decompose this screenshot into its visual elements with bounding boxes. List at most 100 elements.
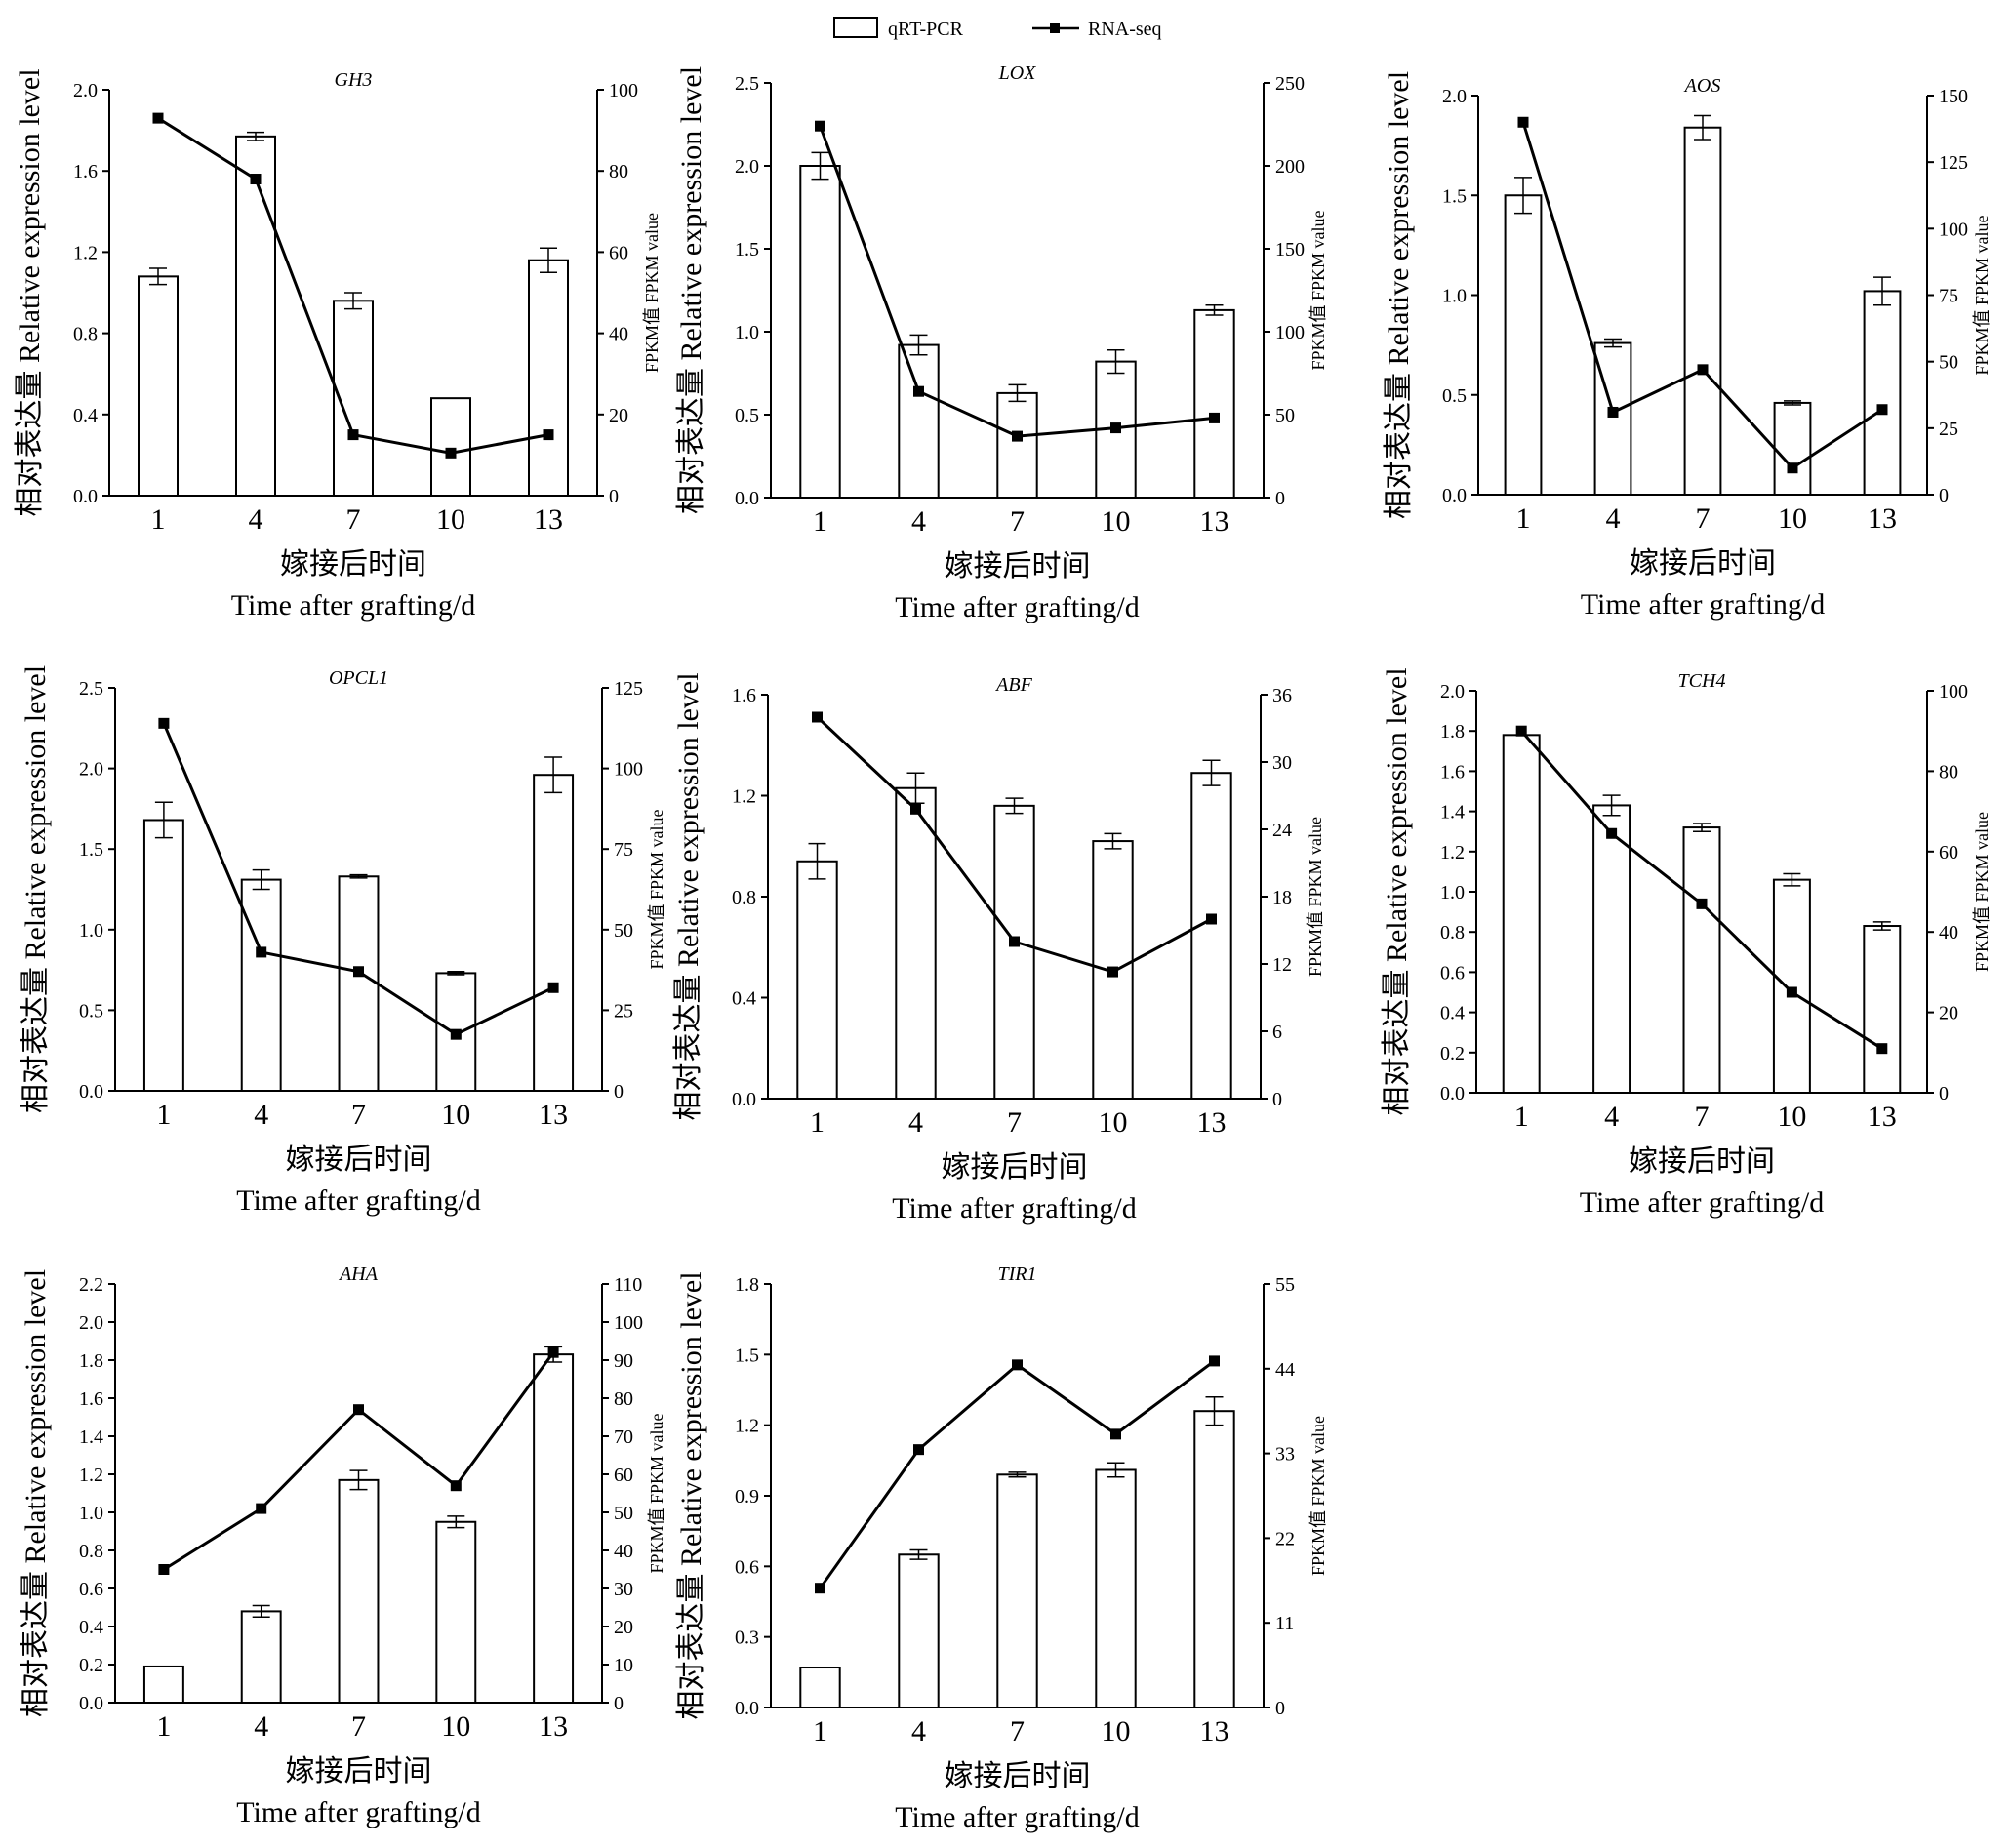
bar — [1682, 826, 1721, 1095]
y-tick-label-right: 75 — [1939, 286, 1958, 307]
line-point — [913, 1444, 924, 1456]
y-tick-label-right: 24 — [1272, 820, 1292, 841]
bar — [993, 804, 1035, 1100]
line-point — [815, 120, 825, 132]
x-tick-label: 4 — [1606, 502, 1621, 535]
y-tick-label-right: 6 — [1272, 1022, 1282, 1043]
x-tick-label: 10 — [441, 1099, 470, 1131]
y-tick-label-right: 100 — [1939, 219, 1968, 240]
line-point — [158, 1564, 170, 1575]
line-point — [450, 1028, 462, 1040]
chart-title: LOX — [998, 62, 1037, 84]
y-axis-label-right: FPKM值 FPKM value — [1308, 210, 1328, 370]
chart-title: AOS — [1683, 75, 1721, 97]
y-axis-label-right-en: FPKM value — [1306, 817, 1325, 907]
y-axis-label-right: FPKM值 FPKM value — [642, 213, 662, 373]
x-tick-label: 13 — [539, 1099, 568, 1131]
y-tick-label-left: 1.4 — [1440, 802, 1465, 824]
y-axis-label-right-en: FPKM value — [647, 1413, 666, 1504]
y-axis-label-left: 相对表达量 Relative expression level — [20, 1269, 52, 1717]
bar — [240, 878, 282, 1093]
y-tick-label-left: 0.4 — [73, 405, 98, 426]
x-axis-label-en: Time after grafting/d — [1581, 588, 1826, 621]
bar — [1095, 1468, 1137, 1708]
y-axis-label-left-cn: 相对表达量 — [675, 361, 707, 515]
bar — [1502, 734, 1541, 1094]
y-tick-label-left: 1.2 — [73, 242, 98, 263]
bar — [435, 1520, 477, 1704]
y-axis-label-right-cn: FPKM值 — [1308, 301, 1328, 371]
x-axis-label-cn: 嫁接后时间 — [945, 1760, 1091, 1792]
y-axis-label-left: 相对表达量 Relative expression level — [1381, 667, 1413, 1115]
y-tick-label-left: 1.5 — [1442, 185, 1467, 207]
y-tick-label-right: 100 — [1939, 681, 1968, 703]
y-tick-label-left: 1.2 — [79, 1465, 103, 1486]
y-axis-label-left-cn: 相对表达量 — [672, 967, 705, 1121]
x-tick-label: 4 — [911, 505, 926, 538]
x-tick-label: 4 — [254, 1099, 268, 1131]
y-tick-label-right: 40 — [1939, 922, 1958, 944]
y-tick-label-left: 0.0 — [79, 1081, 103, 1103]
chart-title: TCH4 — [1678, 670, 1726, 692]
y-tick-label-left: 1.4 — [79, 1426, 103, 1448]
y-tick-label-right: 100 — [609, 80, 638, 101]
y-axis-label-left: 相对表达量 Relative expression level — [20, 665, 52, 1113]
line-point — [1876, 1043, 1888, 1055]
y-tick-label-left: 1.8 — [735, 1274, 759, 1296]
y-tick-label-right: 125 — [1939, 152, 1968, 174]
chart-panel-opcl1: 0.0 0.5 1.0 1.5 2.0 2.5 0 25 50 75 100 125 1 4 7 10 13 OP… — [20, 665, 666, 1217]
y-axis-label-left-cn: 相对表达量 — [20, 1564, 52, 1718]
y-tick-label-right: 30 — [614, 1579, 633, 1600]
y-axis-label-left-en: Relative expression level — [672, 672, 705, 967]
line-point — [1107, 966, 1118, 978]
line-point — [1696, 898, 1708, 909]
y-tick-label-right: 30 — [1272, 752, 1292, 774]
y-tick-label-right: 0 — [1275, 1698, 1285, 1719]
bar — [1683, 126, 1722, 496]
legend: qRT-PCR RNA-seq — [833, 17, 1162, 40]
line-point — [158, 717, 170, 729]
x-tick-label: 7 — [1695, 1101, 1710, 1133]
y-tick-label-left: 1.0 — [79, 920, 103, 942]
chart-title: OPCL1 — [329, 667, 388, 689]
line-point — [1206, 913, 1217, 925]
x-tick-label: 7 — [351, 1099, 366, 1131]
y-tick-label-right: 150 — [1939, 86, 1968, 107]
y-tick-label-left: 0.4 — [732, 988, 756, 1010]
y-axis-label-left-en: Relative expression level — [1381, 667, 1413, 962]
y-tick-label-right: 125 — [614, 678, 643, 700]
bar — [796, 860, 838, 1101]
y-tick-label-left: 0.0 — [1440, 1083, 1465, 1105]
x-tick-label: 13 — [1200, 1715, 1229, 1748]
y-tick-label-left: 1.5 — [735, 1345, 759, 1366]
y-tick-label-right: 60 — [609, 242, 628, 263]
x-tick-label: 7 — [346, 503, 361, 536]
y-tick-label-left: 0.5 — [1442, 385, 1467, 407]
x-axis-label-cn: 嫁接后时间 — [1629, 1145, 1775, 1178]
y-tick-label-left: 0.0 — [73, 486, 98, 507]
y-axis-label-right: FPKM值 FPKM value — [1972, 215, 1992, 375]
x-tick-label: 7 — [351, 1710, 366, 1743]
bar — [1193, 1410, 1235, 1708]
y-axis-label-right-en: FPKM value — [1972, 215, 1992, 305]
line-point — [152, 112, 164, 124]
y-tick-label-right: 0 — [1939, 485, 1949, 506]
y-axis-label-left-en: Relative expression level — [20, 1269, 52, 1564]
line-point — [1607, 406, 1619, 418]
legend-line-label: RNA-seq — [1088, 19, 1162, 40]
x-tick-label: 10 — [441, 1710, 470, 1743]
y-tick-label-right: 44 — [1275, 1359, 1295, 1381]
y-tick-label-right: 20 — [609, 405, 628, 426]
y-tick-label-left: 0.0 — [735, 488, 759, 509]
x-tick-label: 10 — [1777, 1101, 1806, 1133]
y-tick-label-right: 0 — [1272, 1089, 1282, 1110]
bar — [898, 343, 940, 499]
bar — [895, 786, 937, 1100]
y-tick-label-left: 1.0 — [735, 322, 759, 343]
y-axis-label-right: FPKM值 FPKM value — [1972, 812, 1992, 972]
bar — [142, 1665, 184, 1704]
line-point — [812, 711, 823, 723]
y-tick-label-left: 1.2 — [732, 786, 756, 808]
y-tick-label-left: 1.0 — [1440, 882, 1465, 904]
y-tick-label-left: 1.6 — [79, 1388, 103, 1410]
